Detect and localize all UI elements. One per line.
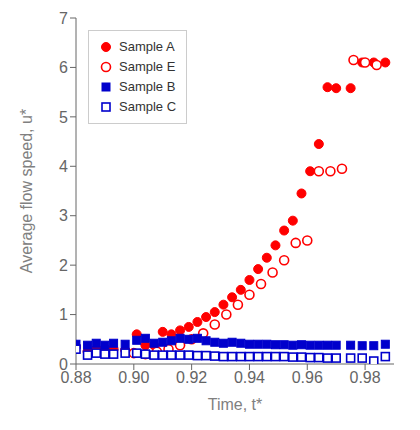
svg-text:4: 4 [59, 158, 68, 175]
svg-text:2: 2 [59, 257, 68, 274]
svg-text:5: 5 [59, 109, 68, 126]
svg-text:1: 1 [59, 306, 68, 323]
svg-text:Time, t*: Time, t* [208, 396, 263, 413]
svg-text:3: 3 [59, 207, 68, 224]
svg-text:0.98: 0.98 [350, 369, 381, 386]
svg-text:0.96: 0.96 [292, 369, 323, 386]
svg-text:0: 0 [59, 356, 68, 373]
html-text:Sample C: Sample C [119, 99, 177, 114]
html-text:Sample E: Sample E [119, 59, 176, 74]
html-text:Sample A: Sample A [119, 39, 175, 54]
svg-text:0.94: 0.94 [234, 369, 265, 386]
svg-text:0.88: 0.88 [60, 369, 92, 387]
svg-text:0.90: 0.90 [118, 369, 149, 386]
svg-text:6: 6 [59, 59, 68, 76]
svg-text:7: 7 [59, 10, 68, 27]
html-text:Sample B: Sample B [119, 79, 176, 94]
svg-text:Average flow speed, u*: Average flow speed, u* [18, 109, 35, 273]
svg-text:0.92: 0.92 [176, 369, 207, 386]
